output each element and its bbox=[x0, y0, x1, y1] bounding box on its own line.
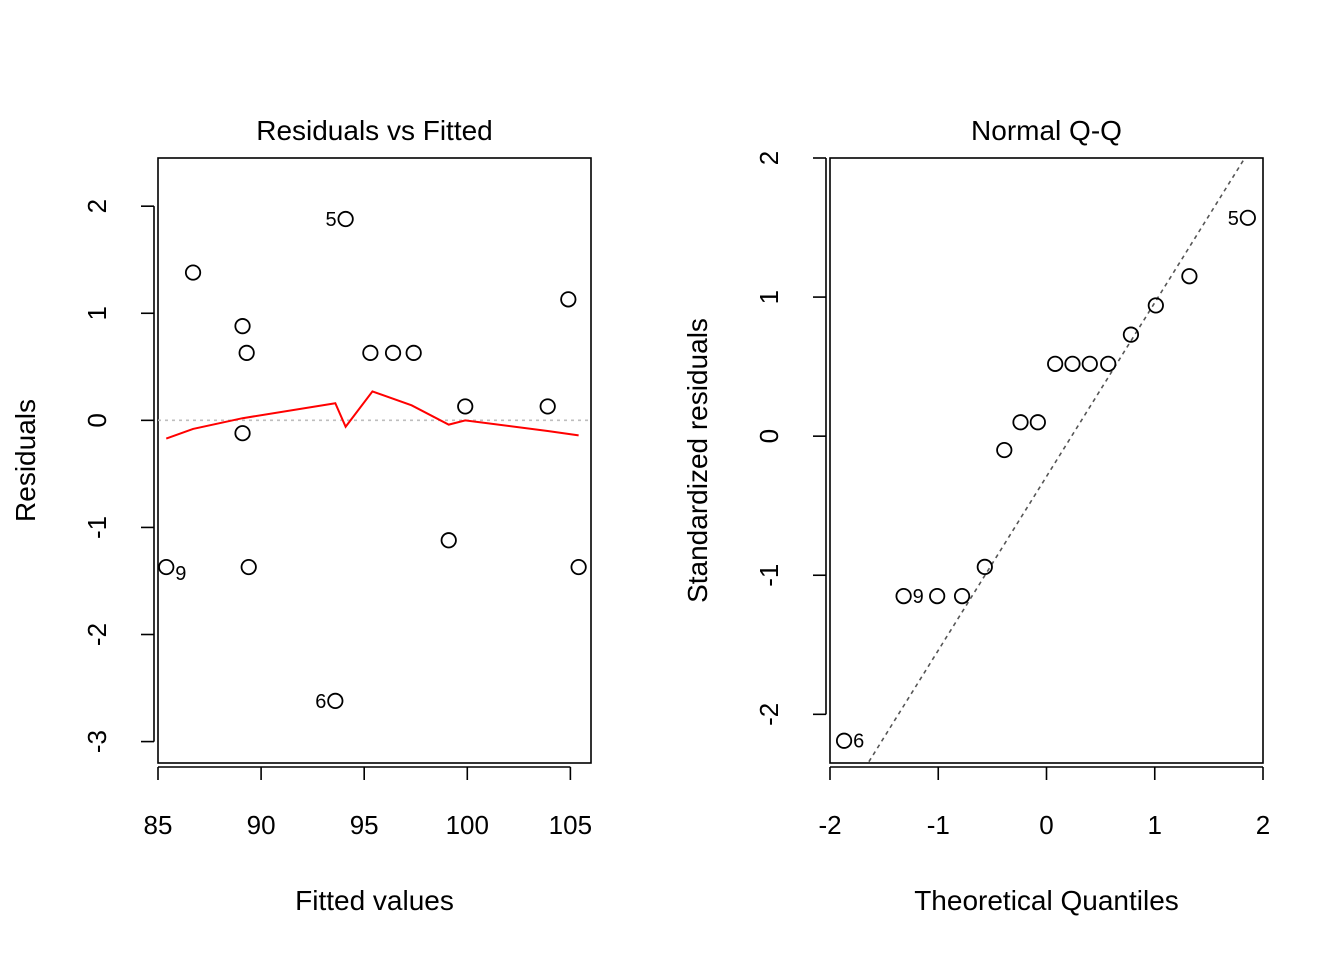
qq-reference-line bbox=[867, 158, 1246, 763]
point-label: 6 bbox=[853, 731, 864, 753]
normal-qq-panel: Normal Q-Q Theoretical Quantiles Standardi… bbox=[682, 115, 1270, 916]
data-point bbox=[953, 588, 971, 605]
point-label: 5 bbox=[1228, 208, 1239, 230]
residuals-vs-fitted-panel: Residuals vs Fitted Fitted values Residual… bbox=[10, 115, 592, 916]
point-label: 9 bbox=[913, 586, 924, 608]
data-point bbox=[1122, 326, 1140, 343]
data-point bbox=[234, 425, 251, 442]
data-point bbox=[1239, 209, 1256, 226]
y-tick-label: -2 bbox=[754, 703, 784, 726]
x-tick-label: 90 bbox=[247, 810, 276, 840]
data-point bbox=[1147, 297, 1164, 314]
point-label: 6 bbox=[315, 691, 326, 713]
x-tick-label: -1 bbox=[927, 810, 950, 840]
data-point bbox=[976, 558, 993, 575]
y-tick-label: 2 bbox=[82, 199, 112, 213]
x-tick-label: 85 bbox=[144, 810, 173, 840]
y-axis-label: Residuals bbox=[10, 399, 41, 522]
chart-title: Normal Q-Q bbox=[971, 115, 1122, 146]
y-tick-label: 1 bbox=[754, 290, 784, 304]
data-point bbox=[1181, 268, 1198, 285]
data-point bbox=[835, 732, 853, 749]
data-point bbox=[327, 692, 344, 709]
plot-frame bbox=[829, 157, 1264, 764]
data-point bbox=[570, 558, 587, 576]
data-point bbox=[996, 441, 1013, 459]
y-tick-label: -2 bbox=[82, 623, 112, 646]
data-point bbox=[158, 558, 175, 576]
x-axis-label: Theoretical Quantiles bbox=[914, 885, 1179, 916]
data-point bbox=[929, 588, 946, 605]
y-axis-label: Standardized residuals bbox=[682, 318, 713, 603]
point-label: 5 bbox=[326, 209, 337, 231]
data-point bbox=[1064, 355, 1081, 372]
data-point bbox=[560, 291, 577, 308]
data-point bbox=[1012, 414, 1029, 431]
y-tick-label: 0 bbox=[754, 429, 784, 443]
x-tick-label: 1 bbox=[1148, 810, 1162, 840]
y-tick-label: -3 bbox=[82, 730, 112, 753]
y-tick-label: 1 bbox=[82, 306, 112, 320]
data-point bbox=[457, 398, 474, 415]
y-tick-label: 2 bbox=[754, 151, 784, 165]
data-point bbox=[895, 588, 912, 605]
data-point bbox=[234, 318, 251, 335]
data-point bbox=[238, 344, 255, 361]
data-point bbox=[539, 398, 556, 415]
data-point bbox=[440, 532, 457, 549]
data-point bbox=[1100, 355, 1117, 372]
point-label: 9 bbox=[175, 563, 186, 585]
y-tick-label: -1 bbox=[82, 516, 112, 539]
plot-area bbox=[158, 390, 591, 440]
data-point bbox=[184, 264, 202, 281]
x-tick-label: -2 bbox=[818, 810, 841, 840]
data-point bbox=[240, 558, 257, 576]
smoother-line bbox=[165, 390, 579, 440]
x-tick-label: 105 bbox=[549, 810, 592, 840]
data-point bbox=[362, 344, 379, 361]
y-tick-label: -1 bbox=[754, 564, 784, 587]
x-tick-label: 0 bbox=[1039, 810, 1053, 840]
chart-title: Residuals vs Fitted bbox=[256, 115, 493, 146]
x-tick-label: 95 bbox=[350, 810, 379, 840]
x-tick-label: 2 bbox=[1256, 810, 1270, 840]
x-tick-label: 100 bbox=[446, 810, 489, 840]
data-point bbox=[1047, 355, 1064, 372]
data-point bbox=[384, 344, 402, 361]
plot-frame bbox=[157, 157, 592, 764]
data-point bbox=[405, 344, 422, 361]
y-tick-label: 0 bbox=[82, 413, 112, 427]
plot-area bbox=[867, 158, 1246, 763]
x-axis-label: Fitted values bbox=[295, 885, 454, 916]
data-point bbox=[1081, 355, 1098, 372]
data-point bbox=[337, 210, 354, 228]
data-point bbox=[1029, 414, 1046, 431]
